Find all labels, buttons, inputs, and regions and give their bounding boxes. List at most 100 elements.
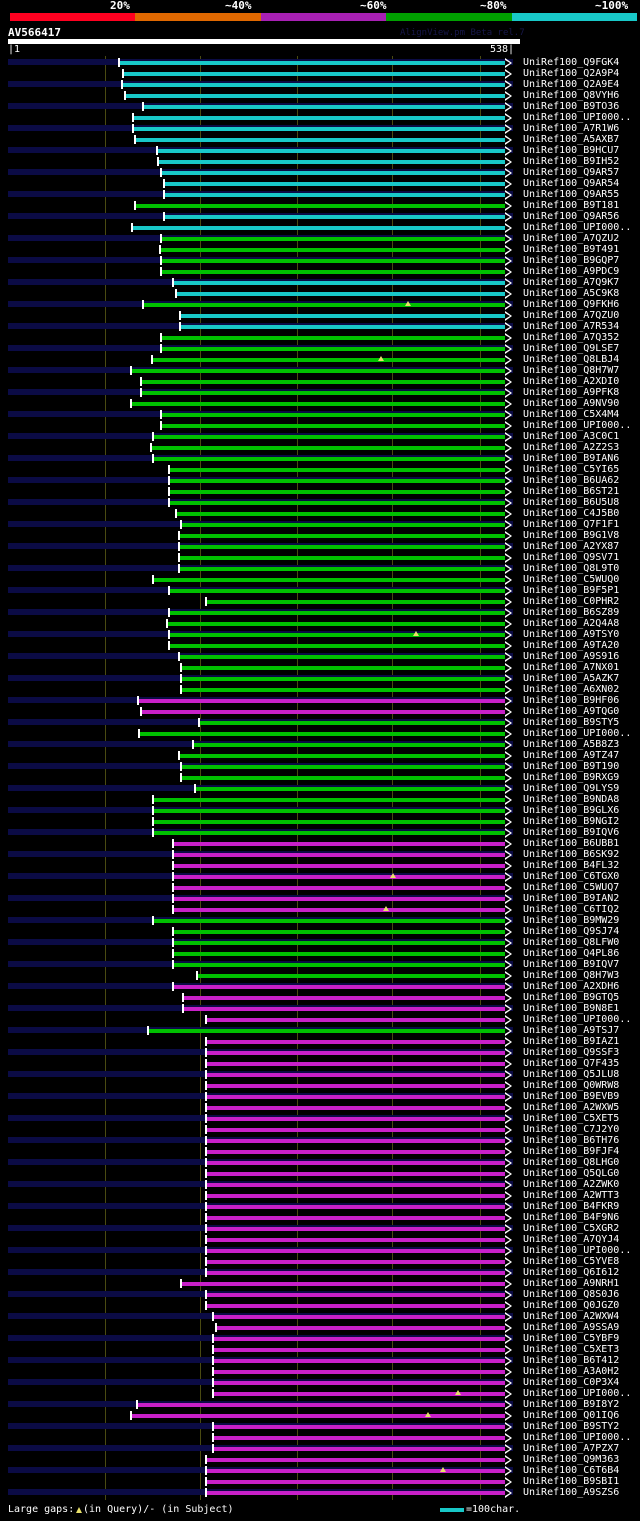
hit-label[interactable]: UniRef100_B9T491 <box>523 244 620 255</box>
hsp-bar[interactable] <box>214 1359 505 1363</box>
hsp-bar[interactable] <box>159 160 505 164</box>
hit-row[interactable]: UniRef100_C6TIQ2 <box>0 904 640 916</box>
hit-label[interactable]: UniRef100_B9T181 <box>523 200 620 211</box>
hit-label[interactable]: UniRef100_Q8VYH6 <box>523 90 620 101</box>
hsp-bar[interactable] <box>165 182 505 186</box>
hsp-bar[interactable] <box>174 886 505 890</box>
hsp-bar[interactable] <box>207 1458 505 1462</box>
hsp-bar[interactable] <box>154 578 505 582</box>
hit-row[interactable]: UniRef100_A5B8Z3 <box>0 739 640 751</box>
hsp-bar[interactable] <box>207 1128 505 1132</box>
hit-label[interactable]: UniRef100_A9TSJ7 <box>523 1025 620 1036</box>
hit-label[interactable]: UniRef100_A7R1W6 <box>523 123 620 134</box>
hit-label[interactable]: UniRef100_B9GTQ5 <box>523 992 620 1003</box>
hit-label[interactable]: UniRef100_A2XDH6 <box>523 981 620 992</box>
hit-label[interactable]: UniRef100_Q8H7W7 <box>523 365 620 376</box>
hit-row[interactable]: UniRef100_Q8H7W3 <box>0 970 640 982</box>
hit-row[interactable]: UniRef100_Q8H7W7 <box>0 365 640 377</box>
hit-row[interactable]: UniRef100_UPI000.. <box>0 1014 640 1026</box>
hit-label[interactable]: UniRef100_A7NX01 <box>523 662 620 673</box>
hit-row[interactable]: UniRef100_C0PHR2 <box>0 596 640 608</box>
hsp-bar[interactable] <box>181 325 505 329</box>
hit-label[interactable]: UniRef100_Q4PL86 <box>523 948 620 959</box>
hsp-bar[interactable] <box>120 61 505 65</box>
hit-row[interactable]: UniRef100_A7PZX7 <box>0 1443 640 1455</box>
hsp-bar[interactable] <box>207 1073 505 1077</box>
hit-row[interactable]: UniRef100_B9T190 <box>0 761 640 773</box>
hsp-bar[interactable] <box>207 1018 505 1022</box>
hit-row[interactable]: UniRef100_B9IAZ1 <box>0 1036 640 1048</box>
hsp-bar[interactable] <box>174 952 505 956</box>
hsp-bar[interactable] <box>134 116 505 120</box>
hit-row[interactable]: UniRef100_A9PFK8 <box>0 387 640 399</box>
hit-label[interactable]: UniRef100_A5AZK7 <box>523 673 620 684</box>
hit-row[interactable]: UniRef100_B4F9N6 <box>0 1212 640 1224</box>
hit-label[interactable]: UniRef100_B6SZ89 <box>523 607 620 618</box>
hsp-bar[interactable] <box>200 721 505 725</box>
hit-row[interactable]: UniRef100_Q8LHG0 <box>0 1157 640 1169</box>
hsp-bar[interactable] <box>198 974 505 978</box>
hsp-bar[interactable] <box>207 1205 505 1209</box>
hsp-bar[interactable] <box>214 1436 505 1440</box>
hit-row[interactable]: UniRef100_Q7F1F1 <box>0 519 640 531</box>
hit-label[interactable]: UniRef100_B9IQV6 <box>523 827 620 838</box>
hsp-bar[interactable] <box>194 743 505 747</box>
hit-row[interactable]: UniRef100_B6UA62 <box>0 475 640 487</box>
hit-label[interactable]: UniRef100_A7Q352 <box>523 332 620 343</box>
hit-row[interactable]: UniRef100_C5XGR2 <box>0 1223 640 1235</box>
hsp-bar[interactable] <box>162 347 505 351</box>
hsp-bar[interactable] <box>182 677 505 681</box>
hsp-bar[interactable] <box>180 534 505 538</box>
hit-label[interactable]: UniRef100_Q9SV71 <box>523 552 620 563</box>
hit-row[interactable]: UniRef100_Q9AR56 <box>0 211 640 223</box>
hit-label[interactable]: UniRef100_C5YBF9 <box>523 1333 620 1344</box>
hit-row[interactable]: UniRef100_A2Z2S3 <box>0 442 640 454</box>
hit-label[interactable]: UniRef100_C6TIQ2 <box>523 904 620 915</box>
hit-label[interactable]: UniRef100_B6SK92 <box>523 849 620 860</box>
hit-label[interactable]: UniRef100_B6T412 <box>523 1355 620 1366</box>
hit-row[interactable]: UniRef100_Q01IQ6 <box>0 1410 640 1422</box>
hit-label[interactable]: UniRef100_C5WUQ7 <box>523 882 620 893</box>
hit-label[interactable]: UniRef100_Q8LFW0 <box>523 937 620 948</box>
hit-row[interactable]: UniRef100_A7Q352 <box>0 332 640 344</box>
hit-label[interactable]: UniRef100_B9HCU7 <box>523 145 620 156</box>
hit-label[interactable]: UniRef100_A2XDI0 <box>523 376 620 387</box>
hit-label[interactable]: UniRef100_Q9M363 <box>523 1454 620 1465</box>
hit-label[interactable]: UniRef100_C5XET5 <box>523 1113 620 1124</box>
hsp-bar[interactable] <box>214 1447 505 1451</box>
hsp-bar[interactable] <box>207 1117 505 1121</box>
hit-row[interactable]: UniRef100_Q9LYS9 <box>0 783 640 795</box>
hit-row[interactable]: UniRef100_C6TGX0 <box>0 871 640 883</box>
hit-label[interactable]: UniRef100_B9IAN2 <box>523 893 620 904</box>
hsp-bar[interactable] <box>207 600 505 604</box>
hit-label[interactable]: UniRef100_UPI000.. <box>523 112 632 123</box>
hit-label[interactable]: UniRef100_Q0WRW8 <box>523 1080 620 1091</box>
hit-label[interactable]: UniRef100_A9S916 <box>523 651 620 662</box>
hsp-bar[interactable] <box>158 149 505 153</box>
hit-row[interactable]: UniRef100_Q9FKH6 <box>0 299 640 311</box>
hit-row[interactable]: UniRef100_A9TQG0 <box>0 706 640 718</box>
hsp-bar[interactable] <box>154 435 505 439</box>
hit-label[interactable]: UniRef100_C5XET3 <box>523 1344 620 1355</box>
hit-label[interactable]: UniRef100_Q2A9P4 <box>523 68 620 79</box>
hit-label[interactable]: UniRef100_A7QZU2 <box>523 233 620 244</box>
hit-row[interactable]: UniRef100_UPI000.. <box>0 728 640 740</box>
hsp-bar[interactable] <box>180 655 505 659</box>
hit-label[interactable]: UniRef100_B6U5U8 <box>523 497 620 508</box>
hit-label[interactable]: UniRef100_A3C0C1 <box>523 431 620 442</box>
hsp-bar[interactable] <box>177 512 505 516</box>
hit-row[interactable]: UniRef100_Q0WRW8 <box>0 1080 640 1092</box>
hit-row[interactable]: UniRef100_A9S916 <box>0 651 640 663</box>
hsp-bar[interactable] <box>207 1194 505 1198</box>
hit-row[interactable]: UniRef100_C5X4M4 <box>0 409 640 421</box>
hit-row[interactable]: UniRef100_Q9AR57 <box>0 167 640 179</box>
hsp-bar[interactable] <box>154 457 505 461</box>
hit-row[interactable]: UniRef100_B9STY5 <box>0 717 640 729</box>
hit-row[interactable]: UniRef100_B9GLX6 <box>0 805 640 817</box>
hit-label[interactable]: UniRef100_B9G1V8 <box>523 530 620 541</box>
hsp-bar[interactable] <box>174 985 505 989</box>
hsp-bar[interactable] <box>207 1293 505 1297</box>
hit-label[interactable]: UniRef100_A3A0H2 <box>523 1366 620 1377</box>
hit-label[interactable]: UniRef100_Q0JGZ0 <box>523 1300 620 1311</box>
hit-row[interactable]: UniRef100_A7QZU2 <box>0 233 640 245</box>
